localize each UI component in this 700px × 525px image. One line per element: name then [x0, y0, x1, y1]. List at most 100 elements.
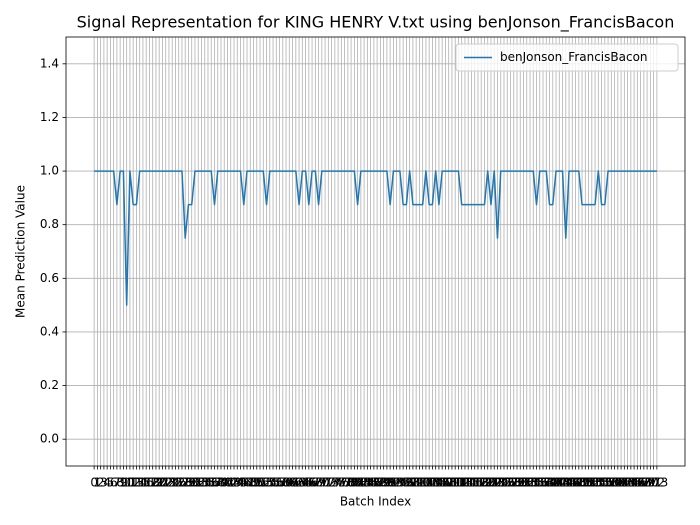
legend-box	[455, 43, 679, 72]
x-tick-label: 111	[444, 476, 467, 490]
x-tick-label: 40	[217, 476, 232, 490]
x-tick-label: 168	[629, 476, 652, 490]
axes-frame	[65, 36, 686, 467]
x-tick-label: 112	[447, 476, 470, 490]
x-tick-label: 108	[434, 476, 457, 490]
x-tick-label: 17	[142, 476, 157, 490]
legend: benJonson_FrancisBacon	[455, 43, 679, 72]
x-tick-label: 31	[187, 476, 202, 490]
x-tick-label: 41	[220, 476, 235, 490]
x-tick-label: 110	[440, 476, 463, 490]
x-tick-label: 30	[184, 476, 199, 490]
x-tick-label: 84	[360, 476, 375, 490]
x-tick-label: 35	[200, 476, 215, 490]
x-tick-label: 88	[373, 476, 388, 490]
x-tick-label: 142	[545, 476, 568, 490]
x-tick-label: 50	[249, 476, 264, 490]
x-tick-label: 14	[132, 476, 147, 490]
x-tick-label: 47	[239, 476, 254, 490]
x-tick-label: 149	[567, 476, 590, 490]
x-tick-label: 86	[366, 476, 381, 490]
x-tick-label: 169	[632, 476, 655, 490]
x-tick-label: 146	[558, 476, 581, 490]
x-tick-label: 5	[107, 476, 115, 490]
x-tick-label: 55	[265, 476, 280, 490]
x-tick-label: 122	[480, 476, 503, 490]
x-tick-label: 16	[139, 476, 154, 490]
x-tick-label: 114	[453, 476, 476, 490]
x-tick-label: 153	[580, 476, 603, 490]
x-tick-label: 80	[347, 476, 362, 490]
x-tick-label: 101	[411, 476, 434, 490]
x-tick-label: 54	[262, 476, 277, 490]
x-tick-label: 68	[308, 476, 323, 490]
x-tick-label: 109	[437, 476, 460, 490]
x-tick-label: 157	[593, 476, 616, 490]
x-tick-label: 150	[571, 476, 594, 490]
x-tick-label: 75	[330, 476, 345, 490]
x-tick-label: 42	[223, 476, 238, 490]
x-tick-label: 3	[100, 476, 108, 490]
x-tick-label: 158	[597, 476, 620, 490]
x-tick-label: 128	[499, 476, 522, 490]
x-tick-label: 165	[619, 476, 642, 490]
x-tick-label: 99	[409, 476, 424, 490]
x-tick-label: 100	[408, 476, 431, 490]
x-tick-label: 166	[623, 476, 646, 490]
x-tick-label: 70	[314, 476, 329, 490]
x-tick-label: 34	[197, 476, 212, 490]
x-tick-label: 11	[122, 476, 137, 490]
x-tick-label: 144	[551, 476, 574, 490]
chart-title: Signal Representation for KING HENRY V.t…	[77, 13, 675, 33]
x-tick-label: 6	[110, 476, 118, 490]
x-tick-label: 136	[525, 476, 548, 490]
x-tick-label: 60	[282, 476, 297, 490]
x-tick-label: 105	[424, 476, 447, 490]
x-tick-label: 140	[538, 476, 561, 490]
x-tick-label: 138	[532, 476, 555, 490]
y-tick-label: 0.8	[40, 217, 59, 231]
x-tick-label: 12	[126, 476, 141, 490]
x-tick-label: 91	[382, 476, 397, 490]
x-tick-label: 56	[269, 476, 284, 490]
x-tick-label: 145	[554, 476, 577, 490]
x-tick-label: 137	[528, 476, 551, 490]
x-tick-label: 167	[626, 476, 649, 490]
x-tick-label: 162	[610, 476, 633, 490]
x-tick-label: 89	[376, 476, 391, 490]
x-tick-label: 83	[356, 476, 371, 490]
x-tick-label: 126	[493, 476, 516, 490]
x-tick-label: 135	[522, 476, 545, 490]
legend-label: benJonson_FrancisBacon	[500, 50, 648, 64]
x-tick-label: 82	[353, 476, 368, 490]
x-tick-label: 77	[337, 476, 352, 490]
y-tick-label: 0.0	[40, 432, 59, 446]
y-tick-label: 1.0	[40, 164, 59, 178]
x-tick-label: 164	[616, 476, 639, 490]
x-tick-label: 117	[463, 476, 486, 490]
x-tick-label: 22	[158, 476, 173, 490]
x-tick-label: 147	[561, 476, 584, 490]
x-tick-label: 95	[396, 476, 411, 490]
x-tick-label: 104	[421, 476, 444, 490]
x-tick-label: 93	[389, 476, 404, 490]
x-tick-label: 133	[515, 476, 538, 490]
x-tick-label: 171	[639, 476, 662, 490]
y-tick-label: 1.4	[40, 56, 59, 70]
x-tick-label: 90	[379, 476, 394, 490]
x-tick-label: 119	[470, 476, 493, 490]
x-tick-label: 172	[642, 476, 665, 490]
x-tick-label: 44	[230, 476, 245, 490]
x-tick-label: 159	[600, 476, 623, 490]
x-tick-label: 20	[152, 476, 167, 490]
x-tick-label: 160	[603, 476, 626, 490]
x-tick-label: 132	[512, 476, 535, 490]
x-tick-label: 45	[233, 476, 248, 490]
x-tick-label: 69	[311, 476, 326, 490]
x-tick-label: 26	[171, 476, 186, 490]
x-tick-label: 46	[236, 476, 251, 490]
x-tick-label: 134	[519, 476, 542, 490]
x-tick-label: 25	[168, 476, 183, 490]
x-tick-label: 61	[285, 476, 300, 490]
x-tick-label: 10	[119, 476, 134, 490]
